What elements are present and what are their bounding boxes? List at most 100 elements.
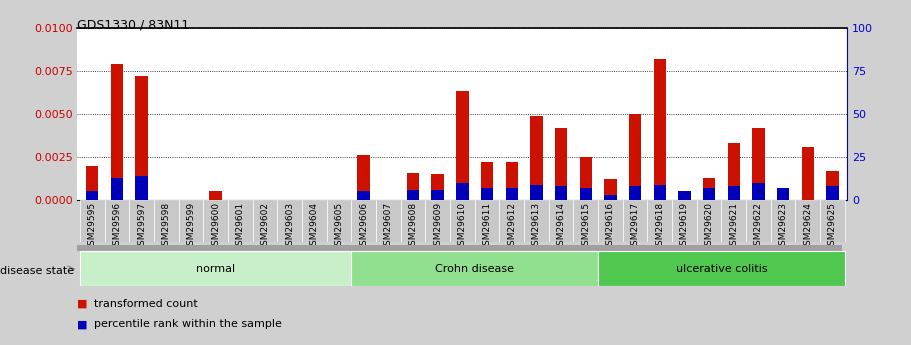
Bar <box>506 162 517 200</box>
Bar <box>432 174 444 200</box>
Text: GSM29606: GSM29606 <box>359 202 368 251</box>
Bar <box>357 191 370 200</box>
Text: normal: normal <box>196 264 235 274</box>
Text: GSM29599: GSM29599 <box>187 202 196 251</box>
FancyBboxPatch shape <box>252 200 277 242</box>
FancyBboxPatch shape <box>475 200 499 242</box>
Bar <box>703 178 715 200</box>
Text: GSM29625: GSM29625 <box>828 202 837 251</box>
FancyBboxPatch shape <box>820 200 844 242</box>
Bar <box>752 183 764 200</box>
Text: GSM29611: GSM29611 <box>483 202 492 251</box>
Bar <box>86 166 98 200</box>
Bar <box>530 185 543 200</box>
Bar <box>530 116 543 200</box>
Bar <box>481 162 493 200</box>
Bar <box>678 191 691 200</box>
Bar <box>752 128 764 200</box>
Text: GSM29598: GSM29598 <box>162 202 170 251</box>
Bar <box>598 251 844 286</box>
Bar <box>407 190 419 200</box>
Text: GSM29601: GSM29601 <box>236 202 245 251</box>
FancyBboxPatch shape <box>203 200 228 242</box>
FancyBboxPatch shape <box>746 200 771 242</box>
FancyBboxPatch shape <box>277 200 302 242</box>
FancyBboxPatch shape <box>228 200 252 242</box>
Text: GSM29605: GSM29605 <box>334 202 343 251</box>
FancyBboxPatch shape <box>129 200 154 242</box>
Text: Crohn disease: Crohn disease <box>435 264 514 274</box>
Text: GSM29621: GSM29621 <box>729 202 738 251</box>
Bar <box>432 190 444 200</box>
Text: percentile rank within the sample: percentile rank within the sample <box>94 319 281 329</box>
Text: disease state: disease state <box>0 266 74 276</box>
FancyBboxPatch shape <box>524 200 548 242</box>
Bar <box>653 185 666 200</box>
Text: GDS1330 / 83N11: GDS1330 / 83N11 <box>77 19 189 32</box>
Bar <box>728 143 740 200</box>
FancyBboxPatch shape <box>450 200 475 242</box>
Text: GSM29610: GSM29610 <box>458 202 466 251</box>
Bar <box>136 176 148 200</box>
FancyBboxPatch shape <box>425 200 450 242</box>
FancyBboxPatch shape <box>771 200 795 242</box>
Text: GSM29622: GSM29622 <box>754 202 763 251</box>
FancyBboxPatch shape <box>623 200 648 242</box>
Text: GSM29617: GSM29617 <box>630 202 640 251</box>
Text: GSM29596: GSM29596 <box>112 202 121 251</box>
Bar <box>352 251 598 286</box>
Text: GSM29614: GSM29614 <box>557 202 566 251</box>
Text: GSM29615: GSM29615 <box>581 202 590 251</box>
Bar <box>703 188 715 200</box>
FancyBboxPatch shape <box>401 200 425 242</box>
Bar <box>555 128 568 200</box>
Bar <box>604 179 617 200</box>
FancyBboxPatch shape <box>105 200 129 242</box>
Text: GSM29597: GSM29597 <box>137 202 146 251</box>
Text: GSM29620: GSM29620 <box>704 202 713 251</box>
FancyBboxPatch shape <box>154 200 179 242</box>
Text: ulcerative colitis: ulcerative colitis <box>676 264 767 274</box>
Text: GSM29602: GSM29602 <box>261 202 270 251</box>
FancyBboxPatch shape <box>573 200 598 242</box>
Text: GSM29595: GSM29595 <box>87 202 97 251</box>
FancyBboxPatch shape <box>376 200 401 242</box>
Bar <box>210 190 221 200</box>
Text: ■: ■ <box>77 299 88 308</box>
Bar <box>629 186 641 200</box>
Bar <box>357 155 370 200</box>
Bar <box>111 64 123 200</box>
FancyBboxPatch shape <box>598 200 623 242</box>
Text: GSM29608: GSM29608 <box>408 202 417 251</box>
Text: GSM29616: GSM29616 <box>606 202 615 251</box>
FancyBboxPatch shape <box>499 200 524 242</box>
Text: GSM29609: GSM29609 <box>433 202 442 251</box>
FancyBboxPatch shape <box>672 200 697 242</box>
FancyBboxPatch shape <box>548 200 573 242</box>
Text: GSM29623: GSM29623 <box>779 202 788 251</box>
Bar <box>826 186 839 200</box>
FancyBboxPatch shape <box>722 200 746 242</box>
Bar <box>86 191 98 200</box>
Bar <box>407 172 419 200</box>
Text: GSM29613: GSM29613 <box>532 202 541 251</box>
Bar <box>802 147 814 200</box>
FancyBboxPatch shape <box>80 200 105 242</box>
FancyBboxPatch shape <box>795 200 820 242</box>
Bar <box>481 188 493 200</box>
Bar <box>136 76 148 200</box>
FancyBboxPatch shape <box>697 200 722 242</box>
FancyBboxPatch shape <box>302 200 327 242</box>
Bar <box>653 59 666 200</box>
Text: GSM29618: GSM29618 <box>655 202 664 251</box>
Bar <box>604 195 617 200</box>
Text: GSM29600: GSM29600 <box>211 202 220 251</box>
Bar <box>777 188 789 200</box>
FancyBboxPatch shape <box>648 200 672 242</box>
Text: GSM29619: GSM29619 <box>680 202 689 251</box>
Text: GSM29604: GSM29604 <box>310 202 319 251</box>
Bar <box>826 171 839 200</box>
Bar <box>111 178 123 200</box>
Bar <box>629 114 641 200</box>
Text: ■: ■ <box>77 319 88 329</box>
